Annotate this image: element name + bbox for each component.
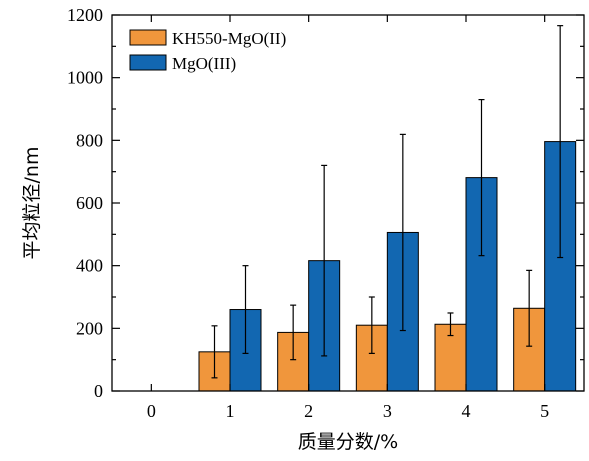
x-tick-label: 4 — [462, 401, 471, 421]
y-tick-label: 800 — [76, 130, 103, 150]
x-tick-labels: 0 1 2 3 4 5 — [147, 401, 549, 421]
ticks-layer — [112, 14, 584, 392]
y-tick-label: 1200 — [67, 5, 103, 25]
legend-swatch-kh550-mgo — [129, 29, 167, 46]
y-tick-label: 0 — [94, 381, 103, 401]
y-tick-label: 1000 — [67, 68, 103, 88]
y-tick-label: 200 — [76, 318, 103, 338]
legend-label-kh550-mgo: KH550-MgO(II) — [172, 29, 286, 48]
x-tick-label: 2 — [304, 401, 313, 421]
x-axis-title: 质量分数/% — [298, 431, 398, 453]
x-tick-label: 0 — [147, 401, 156, 421]
error-bars-layer — [211, 25, 564, 379]
y-axis-title: 平均粒径/nm — [21, 147, 43, 260]
y-tick-label: 400 — [76, 256, 103, 276]
legend-swatch-mgo — [129, 54, 167, 71]
legend-label-mgo: MgO(III) — [172, 54, 236, 73]
x-tick-label: 1 — [226, 401, 235, 421]
y-tick-label: 600 — [76, 193, 103, 213]
legend: KH550-MgO(II) MgO(III) — [129, 29, 286, 73]
y-tick-labels: 0 200 400 600 800 1000 1200 — [67, 5, 103, 401]
x-tick-label: 3 — [383, 401, 392, 421]
x-tick-label: 5 — [540, 401, 549, 421]
bars-layer — [198, 141, 577, 392]
